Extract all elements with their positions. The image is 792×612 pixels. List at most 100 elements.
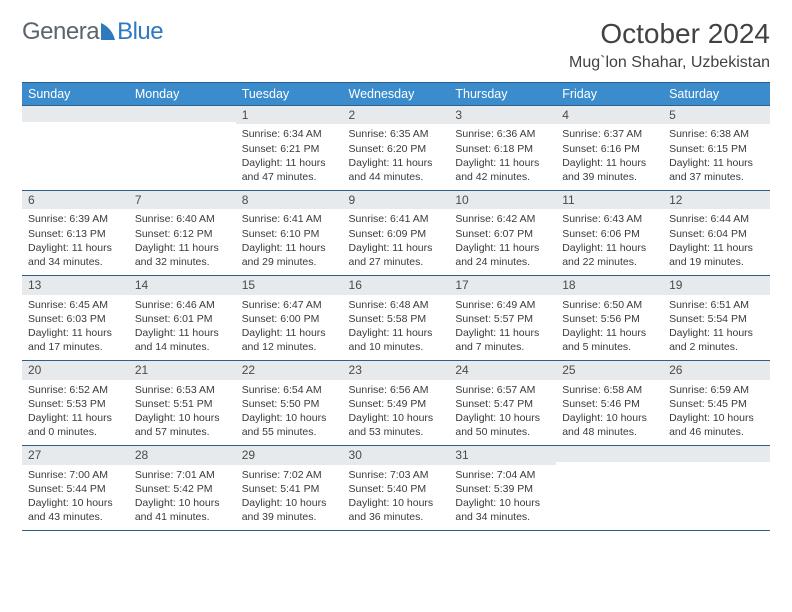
calendar-cell: 20Sunrise: 6:52 AMSunset: 5:53 PMDayligh… [22,361,129,446]
day-line: Sunset: 5:44 PM [28,482,123,496]
day-line: Sunrise: 6:46 AM [135,298,230,312]
dow-sunday: Sunday [22,83,129,106]
day-text: Sunrise: 6:50 AMSunset: 5:56 PMDaylight:… [556,295,663,361]
day-text: Sunrise: 6:59 AMSunset: 5:45 PMDaylight:… [663,380,770,446]
day-text [129,122,236,180]
day-number: 3 [449,106,556,124]
day-line: Sunrise: 6:57 AM [455,383,550,397]
calendar-row: 20Sunrise: 6:52 AMSunset: 5:53 PMDayligh… [22,361,770,446]
day-number [663,446,770,462]
day-text [663,462,770,520]
logo: GeneraBlue [22,18,163,46]
day-number: 23 [343,361,450,379]
day-text: Sunrise: 6:35 AMSunset: 6:20 PMDaylight:… [343,124,450,190]
day-line: Sunset: 6:09 PM [349,227,444,241]
day-line: Sunset: 6:10 PM [242,227,337,241]
day-number: 4 [556,106,663,124]
calendar-cell: 3Sunrise: 6:36 AMSunset: 6:18 PMDaylight… [449,106,556,191]
day-text: Sunrise: 7:00 AMSunset: 5:44 PMDaylight:… [22,465,129,531]
day-number: 11 [556,191,663,209]
day-line: Sunset: 5:40 PM [349,482,444,496]
day-line: Daylight: 10 hours and 53 minutes. [349,411,444,439]
day-number [556,446,663,462]
dow-friday: Friday [556,83,663,106]
day-text: Sunrise: 7:04 AMSunset: 5:39 PMDaylight:… [449,465,556,531]
day-number: 10 [449,191,556,209]
calendar-cell: 17Sunrise: 6:49 AMSunset: 5:57 PMDayligh… [449,276,556,361]
day-line: Daylight: 11 hours and 14 minutes. [135,326,230,354]
dow-thursday: Thursday [449,83,556,106]
day-line: Sunset: 6:00 PM [242,312,337,326]
day-line: Daylight: 10 hours and 36 minutes. [349,496,444,524]
calendar-row: 27Sunrise: 7:00 AMSunset: 5:44 PMDayligh… [22,446,770,531]
day-line: Daylight: 11 hours and 7 minutes. [455,326,550,354]
calendar-cell: 2Sunrise: 6:35 AMSunset: 6:20 PMDaylight… [343,106,450,191]
day-line: Sunset: 5:45 PM [669,397,764,411]
day-text: Sunrise: 7:01 AMSunset: 5:42 PMDaylight:… [129,465,236,531]
day-text: Sunrise: 6:37 AMSunset: 6:16 PMDaylight:… [556,124,663,190]
day-line: Sunset: 5:58 PM [349,312,444,326]
logo-sail-icon [100,22,116,42]
day-line: Sunrise: 7:01 AM [135,468,230,482]
day-number [129,106,236,122]
day-line: Sunrise: 6:54 AM [242,383,337,397]
day-line: Sunrise: 6:45 AM [28,298,123,312]
calendar-row: 13Sunrise: 6:45 AMSunset: 6:03 PMDayligh… [22,276,770,361]
day-line: Daylight: 10 hours and 48 minutes. [562,411,657,439]
day-number: 25 [556,361,663,379]
calendar-cell: 19Sunrise: 6:51 AMSunset: 5:54 PMDayligh… [663,276,770,361]
day-text: Sunrise: 6:42 AMSunset: 6:07 PMDaylight:… [449,209,556,275]
day-number: 13 [22,276,129,294]
calendar-cell: 22Sunrise: 6:54 AMSunset: 5:50 PMDayligh… [236,361,343,446]
day-text: Sunrise: 6:58 AMSunset: 5:46 PMDaylight:… [556,380,663,446]
day-line: Sunrise: 6:43 AM [562,212,657,226]
day-line: Sunrise: 6:51 AM [669,298,764,312]
day-line: Sunrise: 6:59 AM [669,383,764,397]
calendar-cell: 21Sunrise: 6:53 AMSunset: 5:51 PMDayligh… [129,361,236,446]
day-number: 29 [236,446,343,464]
day-line: Daylight: 11 hours and 37 minutes. [669,156,764,184]
day-number: 8 [236,191,343,209]
day-line: Daylight: 10 hours and 55 minutes. [242,411,337,439]
day-line: Daylight: 11 hours and 32 minutes. [135,241,230,269]
day-line: Sunset: 6:15 PM [669,142,764,156]
day-number [22,106,129,122]
day-text: Sunrise: 6:40 AMSunset: 6:12 PMDaylight:… [129,209,236,275]
day-number: 27 [22,446,129,464]
day-number: 14 [129,276,236,294]
calendar-row: 6Sunrise: 6:39 AMSunset: 6:13 PMDaylight… [22,191,770,276]
day-text: Sunrise: 6:41 AMSunset: 6:09 PMDaylight:… [343,209,450,275]
calendar-cell [556,446,663,531]
day-text: Sunrise: 6:45 AMSunset: 6:03 PMDaylight:… [22,295,129,361]
day-line: Sunset: 5:54 PM [669,312,764,326]
day-line: Sunset: 6:01 PM [135,312,230,326]
calendar-cell: 13Sunrise: 6:45 AMSunset: 6:03 PMDayligh… [22,276,129,361]
calendar-cell: 18Sunrise: 6:50 AMSunset: 5:56 PMDayligh… [556,276,663,361]
calendar-cell: 4Sunrise: 6:37 AMSunset: 6:16 PMDaylight… [556,106,663,191]
day-line: Sunrise: 6:52 AM [28,383,123,397]
day-line: Sunrise: 6:41 AM [242,212,337,226]
day-line: Daylight: 10 hours and 46 minutes. [669,411,764,439]
day-line: Sunrise: 6:53 AM [135,383,230,397]
day-line: Daylight: 11 hours and 39 minutes. [562,156,657,184]
day-number: 30 [343,446,450,464]
day-number: 19 [663,276,770,294]
calendar-cell: 12Sunrise: 6:44 AMSunset: 6:04 PMDayligh… [663,191,770,276]
day-line: Sunrise: 6:40 AM [135,212,230,226]
day-line: Sunset: 5:56 PM [562,312,657,326]
day-line: Sunrise: 6:39 AM [28,212,123,226]
day-line: Sunset: 6:18 PM [455,142,550,156]
day-line: Daylight: 10 hours and 57 minutes. [135,411,230,439]
day-line: Sunset: 6:03 PM [28,312,123,326]
day-line: Daylight: 10 hours and 39 minutes. [242,496,337,524]
day-line: Daylight: 11 hours and 47 minutes. [242,156,337,184]
day-line: Daylight: 10 hours and 43 minutes. [28,496,123,524]
day-number: 15 [236,276,343,294]
day-line: Sunrise: 6:58 AM [562,383,657,397]
day-number: 18 [556,276,663,294]
dow-row: Sunday Monday Tuesday Wednesday Thursday… [22,83,770,106]
day-line: Daylight: 11 hours and 19 minutes. [669,241,764,269]
day-number: 9 [343,191,450,209]
calendar-cell: 15Sunrise: 6:47 AMSunset: 6:00 PMDayligh… [236,276,343,361]
day-number: 21 [129,361,236,379]
